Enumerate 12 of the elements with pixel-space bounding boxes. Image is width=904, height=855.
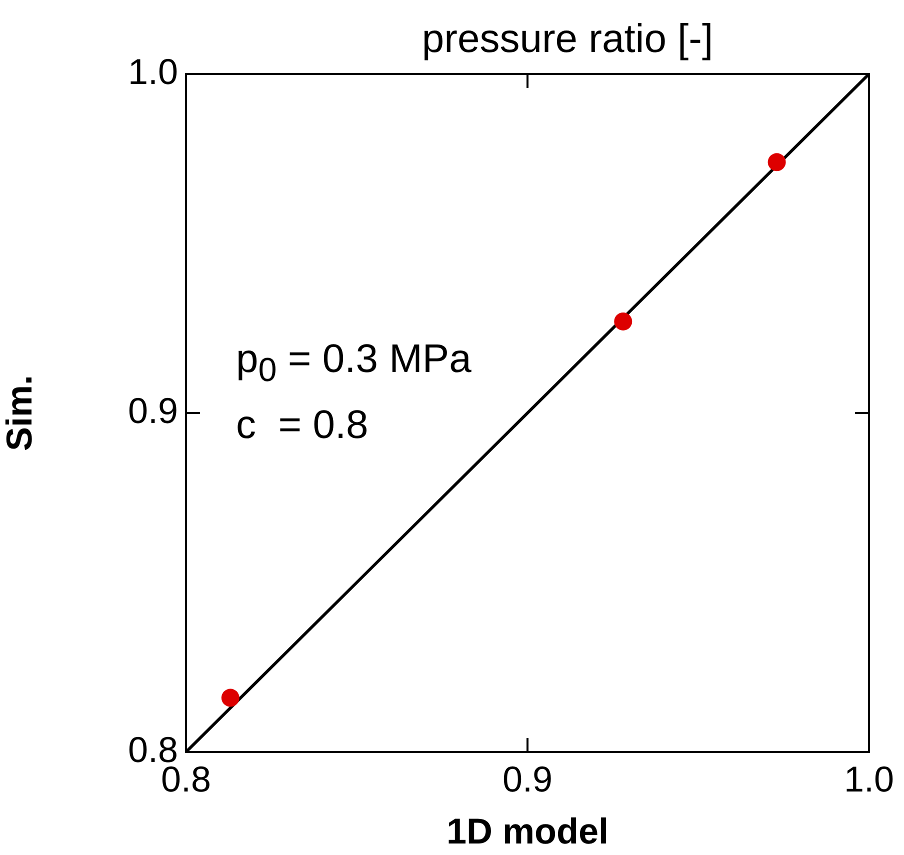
y-axis-title: Sim. (0, 374, 40, 452)
x-tick-label: 1.0 (844, 758, 894, 800)
y-tick-label: 1.0 (128, 50, 178, 92)
annotation: c = 0.8 (236, 403, 368, 447)
chart-title: pressure ratio [-] (422, 17, 714, 61)
x-tick-label: 0.9 (502, 758, 553, 800)
point (221, 688, 240, 707)
point (614, 312, 632, 330)
annotation: p$_{0}$ = 0.3 MPa (236, 337, 472, 389)
x-axis-title: 1D model (446, 810, 609, 852)
point (768, 153, 786, 172)
y-tick-label: 0.9 (128, 390, 178, 431)
